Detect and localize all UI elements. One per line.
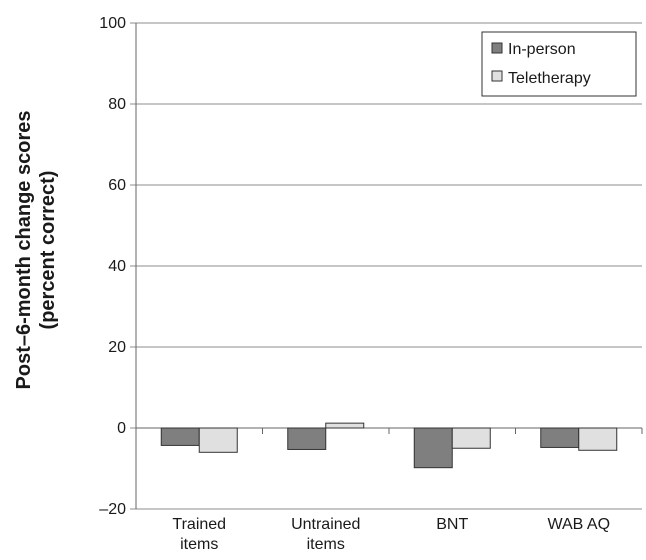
tick-labels: –20 0 20 40 60 80 100 <box>99 15 126 518</box>
bars <box>160 422 618 469</box>
y-tick-label: 20 <box>108 339 126 356</box>
y-axis-title: Post–6-month change scores (percent corr… <box>13 111 59 390</box>
x-category-label: BNT <box>436 516 468 533</box>
y-tick-label: 60 <box>108 177 126 194</box>
x-category-label: WAB AQ <box>547 516 610 533</box>
y-tick-label: –20 <box>99 501 126 518</box>
x-category-label: items <box>307 536 345 553</box>
x-category-label: items <box>180 536 218 553</box>
x-category-label: Untrained <box>291 516 360 533</box>
y-tick-label: 80 <box>108 96 126 113</box>
legend-box <box>481 31 637 97</box>
bar-teletherapy <box>325 422 365 429</box>
legend-swatch-in-person <box>491 42 503 54</box>
y-axis-title-line-1: Post–6-month change scores <box>13 111 35 390</box>
legend-label-in-person: In-person <box>508 41 576 58</box>
legend-label-teletherapy: Teletherapy <box>508 70 591 87</box>
bar-in-person <box>160 427 200 446</box>
bar-in-person <box>540 427 580 448</box>
y-tick-label: 100 <box>99 15 126 32</box>
y-axis-title-line-2: (percent correct) <box>37 171 59 330</box>
bar-teletherapy <box>451 427 491 449</box>
x-category-label: Trained <box>172 516 226 533</box>
category-labels: Trained items Untrained items BNT WAB AQ <box>172 516 610 553</box>
bar-teletherapy <box>578 427 618 451</box>
legend-swatch-teletherapy <box>491 70 503 82</box>
y-tick-label: 0 <box>117 420 126 437</box>
bar-teletherapy <box>198 427 238 453</box>
legend: In-person Teletherapy <box>481 31 637 97</box>
y-tick-label: 40 <box>108 258 126 275</box>
bar-in-person <box>413 427 453 469</box>
bar-in-person <box>287 427 327 450</box>
